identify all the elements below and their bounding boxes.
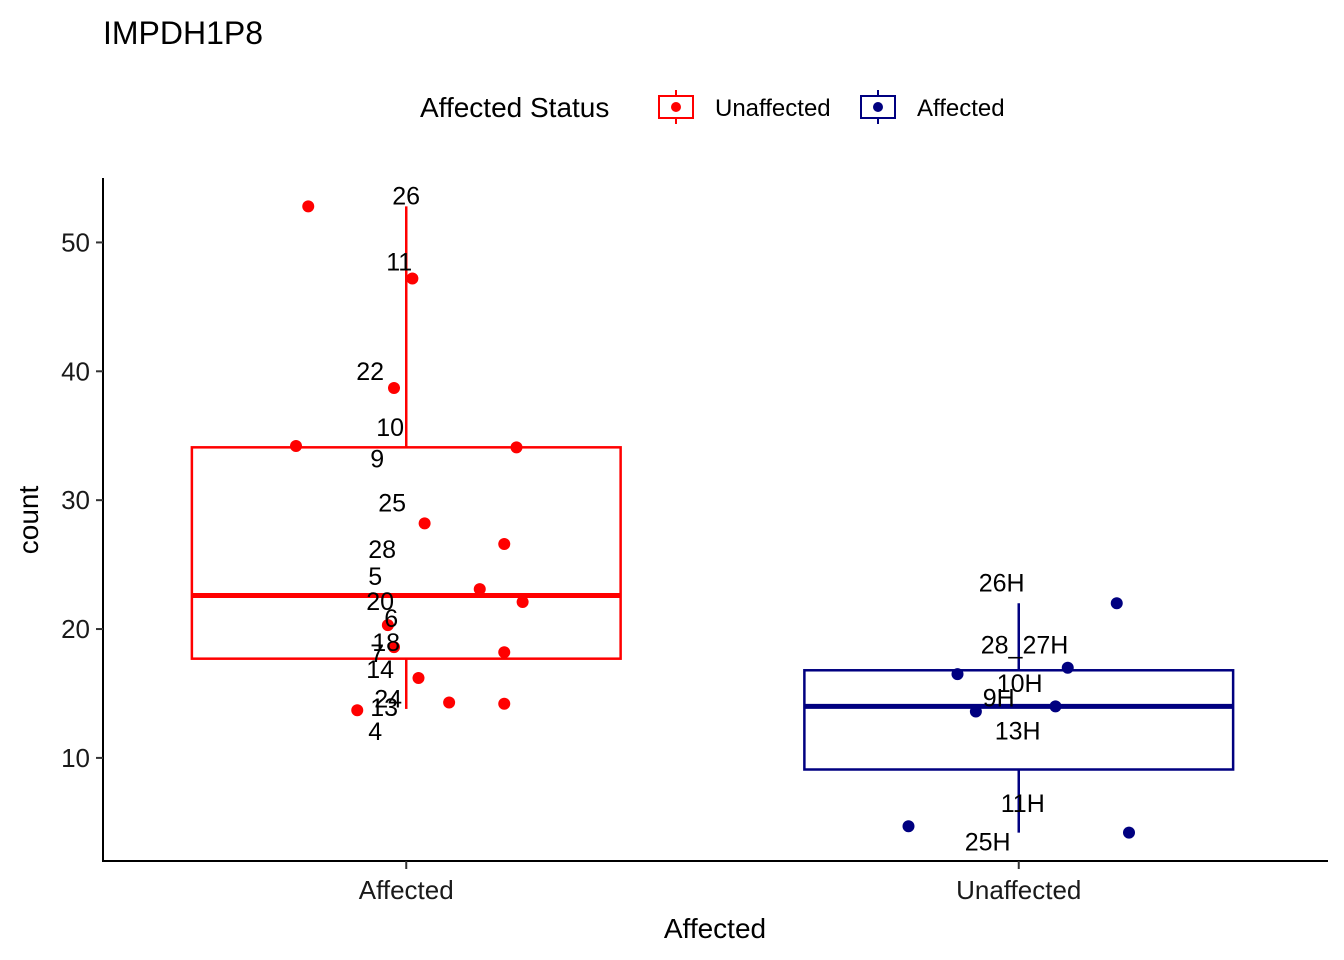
data-point <box>418 517 431 530</box>
legend: Affected Status Unaffected Affected <box>420 90 1005 124</box>
data-point <box>412 672 425 685</box>
point-label: 14 <box>366 656 394 684</box>
legend-key-affected <box>860 90 896 124</box>
point-label: 10H <box>997 670 1043 698</box>
point-label: 25H <box>965 829 1011 857</box>
data-point <box>498 646 511 659</box>
point-label: 5 <box>368 563 382 591</box>
data-point <box>951 668 964 681</box>
point-label: 25 <box>378 489 406 517</box>
data-point <box>498 537 511 550</box>
point-label: 9H <box>983 684 1015 712</box>
point-label: 18 <box>372 629 400 657</box>
iqr-box <box>803 669 1235 771</box>
data-point <box>388 641 400 654</box>
x-tick-label: Affected <box>359 875 454 905</box>
data-point <box>1110 597 1123 610</box>
data-point <box>406 272 419 285</box>
point-label: 22 <box>356 358 384 386</box>
legend-label-unaffected: Unaffected <box>715 95 831 122</box>
x-tick-label: Unaffected <box>956 875 1081 905</box>
y-axis-label: count <box>13 486 44 555</box>
data-point <box>498 697 511 710</box>
data-point <box>443 696 456 709</box>
point-label: 20 <box>366 588 394 616</box>
point-label: 9 <box>370 445 384 473</box>
data-point <box>516 595 529 608</box>
point-label: 26 <box>392 182 420 210</box>
legend-key-point <box>671 102 681 112</box>
point-label: 11 <box>386 249 412 277</box>
point-label: 24 <box>374 685 402 713</box>
y-tick-label: 50 <box>61 227 90 257</box>
data-point <box>510 441 523 454</box>
data-point <box>302 200 315 213</box>
y-tick-label: 30 <box>61 485 90 515</box>
data-point <box>1061 661 1074 674</box>
x-axis-ticks: Affected Unaffected <box>359 861 1081 905</box>
legend-entry-affected: Affected <box>860 90 1005 124</box>
point-label: 13H <box>995 718 1041 746</box>
data-point <box>290 440 302 453</box>
data-point <box>1049 700 1062 713</box>
x-axis-label: Affected <box>664 913 766 944</box>
point-label: 28_27H <box>981 632 1069 660</box>
iqr-box <box>190 446 622 660</box>
data-point <box>1123 826 1135 839</box>
legend-entry-unaffected: Unaffected <box>658 90 831 124</box>
legend-title: Affected Status <box>420 92 609 123</box>
data-point <box>351 704 364 717</box>
y-tick-label: 40 <box>61 356 90 386</box>
box-unaffected <box>803 603 1235 833</box>
data-point <box>388 382 400 395</box>
legend-key-unaffected <box>658 90 694 124</box>
y-axis-ticks: 10 20 30 40 50 <box>61 227 103 773</box>
data-point <box>473 583 486 596</box>
data-point <box>902 820 915 833</box>
legend-key-point <box>873 102 883 112</box>
point-label: 7 <box>370 640 384 668</box>
point-label: 10 <box>376 414 404 442</box>
point-label: 13 <box>370 694 398 722</box>
point-label: 4 <box>368 718 382 746</box>
y-tick-label: 20 <box>61 614 90 644</box>
data-point <box>381 619 394 632</box>
y-tick-label: 10 <box>61 743 90 773</box>
point-label: 11H <box>1001 790 1045 818</box>
box-series <box>190 206 1235 833</box>
legend-label-affected: Affected <box>917 95 1005 122</box>
box-affected <box>190 206 622 709</box>
point-label: 28 <box>368 536 396 564</box>
data-point <box>969 705 982 718</box>
point-label: 6 <box>384 605 398 633</box>
chart-title: IMPDH1P8 <box>103 15 263 51</box>
point-label: 26H <box>979 569 1025 597</box>
